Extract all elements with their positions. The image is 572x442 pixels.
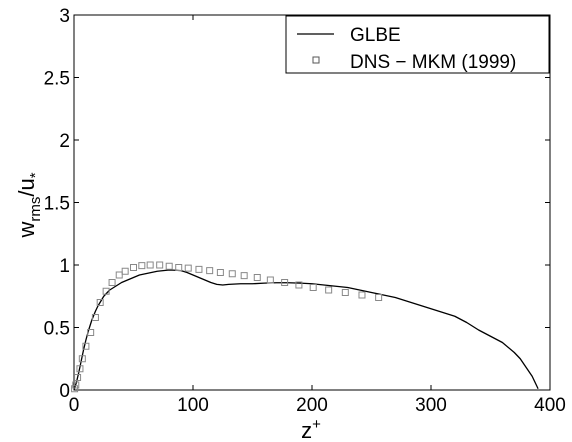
y-axis-label-base-subscript: rms: [27, 197, 44, 222]
series-dns-marker: [121, 267, 129, 275]
series-dns-marker: [138, 262, 146, 270]
x-axis-label-base: z: [301, 418, 312, 442]
series-dns-marker: [91, 314, 99, 321]
y-axis-label: wrms/u*: [14, 172, 44, 238]
series-dns-marker: [76, 365, 84, 373]
y-axis-label-mid-subscript: *: [27, 172, 44, 178]
series-dns-marker: [375, 294, 383, 301]
series-dns-marker: [295, 281, 303, 289]
series-dns-marker: [156, 261, 164, 269]
series-dns-marker: [266, 276, 274, 284]
x-tick-label: 200: [296, 395, 328, 416]
series-dns-marker: [130, 264, 137, 271]
series-dns-marker: [358, 291, 366, 299]
series-dns-marker: [309, 284, 317, 291]
series-dns-marker: [240, 272, 248, 280]
series-dns-marker: [206, 267, 214, 275]
y-tick-label: 1.5: [44, 194, 70, 215]
x-tick-label: 300: [415, 395, 447, 416]
series-dns-marker: [96, 299, 104, 306]
legend-dns-marker-swatch: [312, 56, 320, 64]
legend-box: [285, 15, 550, 74]
y-tick-label: 0.5: [44, 319, 70, 340]
y-tick-label: 3: [59, 6, 70, 27]
series-dns-marker: [228, 270, 236, 278]
y-axis-label-mid: /u: [14, 178, 39, 196]
series-dns-marker: [165, 262, 173, 270]
legend: GLBE DNS − MKM (1999): [285, 15, 550, 74]
series-dns-marker: [341, 289, 349, 296]
y-axis-label-base: w: [14, 222, 39, 239]
series-dns-marker: [102, 287, 110, 295]
series-dns-marker: [146, 261, 154, 269]
y-tick-label: 1: [59, 256, 70, 277]
series-dns-marker: [216, 269, 224, 276]
series-dns-marker: [253, 274, 261, 281]
series-dns-marker: [87, 329, 95, 336]
series-dns-marker: [74, 374, 82, 381]
legend-dns-label: DNS − MKM (1999): [350, 52, 516, 73]
x-axis-label: z+: [301, 416, 321, 442]
x-tick-label: 400: [534, 395, 566, 416]
series-dns-marker: [281, 279, 289, 286]
x-tick-label: 0: [69, 395, 80, 416]
series-dns-marker: [115, 271, 123, 279]
series-dns-marker: [175, 264, 183, 271]
legend-glbe-label: GLBE: [350, 25, 401, 46]
series-dns-marker: [78, 355, 86, 363]
x-tick-label: 100: [177, 395, 209, 416]
series-dns-marker: [72, 381, 80, 389]
series-layer: [71, 261, 539, 393]
y-tick-label: 2: [59, 131, 70, 152]
series-dns-marker: [195, 265, 203, 273]
series-dns-marker: [184, 264, 192, 272]
series-glbe-line: [73, 269, 539, 391]
axis-ticks: 0 100 200 300 400 0 0.5 1 1.5 2 2.5 3: [44, 6, 566, 416]
x-axis-label-superscript: +: [312, 416, 321, 433]
y-tick-label: 2.5: [44, 69, 70, 90]
series-dns-marker: [325, 286, 333, 294]
y-tick-label: 0: [59, 381, 70, 402]
series-dns-marker: [108, 279, 116, 286]
series-dns-marker: [82, 342, 90, 350]
series-dns-marker: [71, 385, 79, 393]
